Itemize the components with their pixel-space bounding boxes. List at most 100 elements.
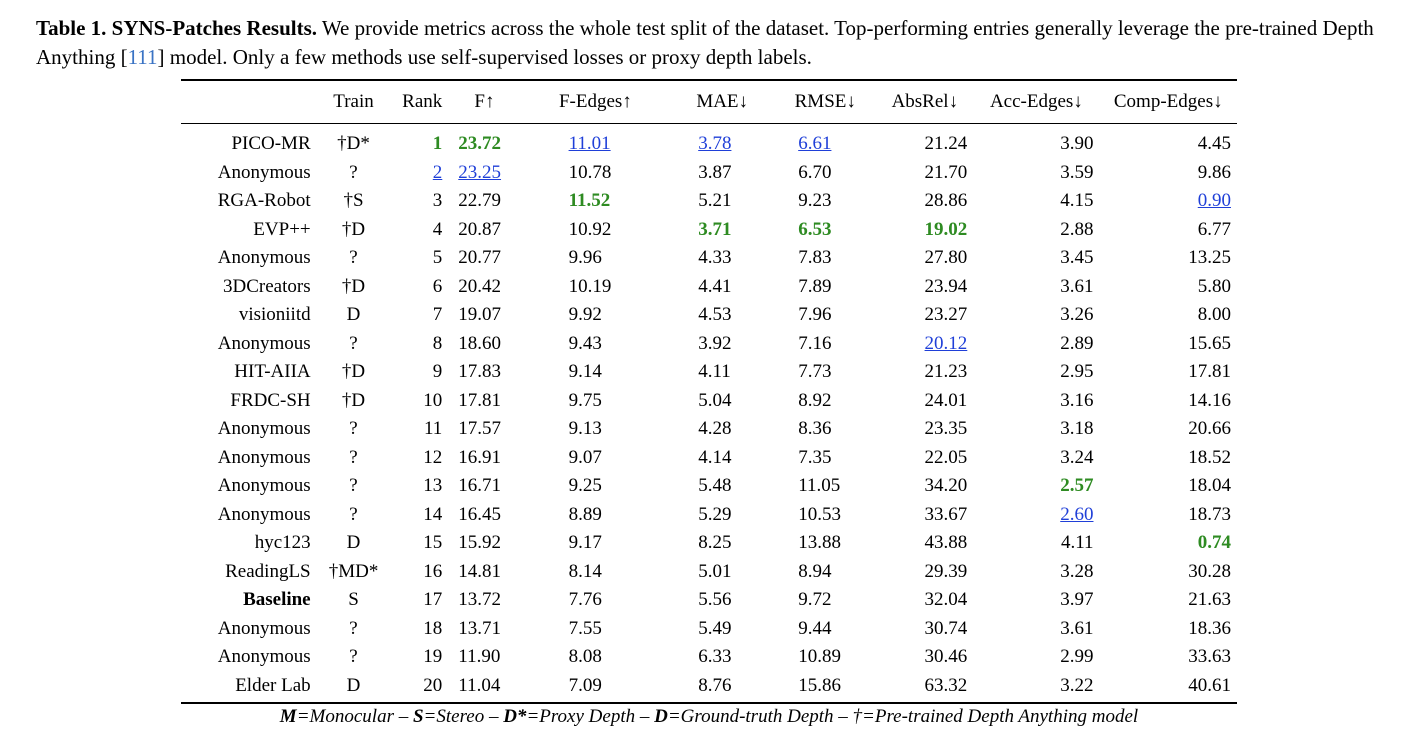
cell-f: 20.87 — [448, 216, 520, 245]
cell-team-value: hyc123 — [254, 532, 311, 554]
cell-acc-edges: 2.99 — [973, 643, 1099, 672]
cell-mae-value: 5.01 — [698, 560, 732, 582]
cell-mae: 4.28 — [670, 415, 774, 444]
cell-f: 13.71 — [448, 615, 520, 644]
cell-mae-value: 5.04 — [698, 389, 732, 411]
cell-absrel-value: 43.88 — [924, 532, 968, 554]
cell-acc-edges: 3.22 — [973, 672, 1099, 704]
cell-f-edges: 7.09 — [521, 672, 671, 704]
table-row: Anonymous? 5 20.77 9.96 4.33 7.83 27.80 3.45 13.… — [181, 244, 1237, 273]
cell-absrel-value: 23.35 — [924, 418, 968, 440]
cell-train: †MD* — [319, 558, 389, 587]
cell-rmse: 11.05 — [774, 472, 876, 501]
cell-f-value: 16.71 — [458, 475, 502, 497]
cell-f: 11.90 — [448, 643, 520, 672]
cell-comp-edges-value: 14.16 — [1188, 389, 1231, 411]
cell-rank: 13 — [388, 472, 448, 501]
legend-separator: – — [635, 706, 655, 727]
cell-rank: 9 — [388, 358, 448, 387]
cell-rmse: 8.92 — [774, 387, 876, 416]
cell-acc-edges: 3.24 — [973, 444, 1099, 473]
cell-acc-edges: 3.26 — [973, 301, 1099, 330]
cell-train-value: †D — [341, 275, 366, 297]
cell-team-value: Anonymous — [217, 418, 311, 440]
cell-train: †D — [319, 358, 389, 387]
cell-f-edges: 11.01 — [521, 124, 671, 159]
cell-acc-edges-value: 3.61 — [1060, 617, 1094, 639]
cell-f-value: 16.91 — [458, 446, 502, 468]
cell-rmse-value: 6.53 — [798, 218, 832, 240]
cell-rank-value: 15 — [423, 532, 443, 554]
cell-absrel-value: 21.24 — [924, 133, 968, 155]
cell-comp-edges: 20.66 — [1099, 415, 1237, 444]
cell-f-edges: 7.55 — [521, 615, 671, 644]
legend-key: S — [412, 706, 424, 727]
table-row: Anonymous? 14 16.45 8.89 5.29 10.53 33.67 2.60 1… — [181, 501, 1237, 530]
cell-rmse-value: 6.61 — [798, 133, 832, 155]
cell-mae-value: 6.33 — [698, 646, 732, 668]
cell-absrel: 23.94 — [876, 273, 973, 302]
cell-mae-value: 5.48 — [698, 475, 732, 497]
cell-comp-edges: 9.86 — [1099, 159, 1237, 188]
cell-comp-edges-value: 0.90 — [1197, 190, 1231, 212]
cell-mae: 5.48 — [670, 472, 774, 501]
cell-comp-edges: 15.65 — [1099, 330, 1237, 359]
cell-comp-edges-value: 13.25 — [1188, 247, 1231, 269]
cell-f-value: 20.87 — [458, 218, 502, 240]
citation-link[interactable]: 111 — [127, 45, 158, 69]
cell-team-value: Elder Lab — [235, 674, 311, 696]
cell-absrel-value: 30.46 — [924, 646, 968, 668]
cell-comp-edges: 18.73 — [1099, 501, 1237, 530]
cell-rmse-value: 6.70 — [798, 161, 832, 183]
table-row: PICO-MR †D* 1 23.72 11.01 3.78 6.61 21.24 3.90 4.… — [181, 124, 1237, 159]
cell-comp-edges-value: 15.65 — [1188, 332, 1231, 354]
table-row: Elder Lab D 20 11.04 7.09 8.76 15.86 63.32 3.22 4… — [181, 672, 1237, 704]
cell-f: 22.79 — [448, 187, 520, 216]
cell-train-value: †MD* — [328, 560, 379, 582]
cell-rank: 8 — [388, 330, 448, 359]
cell-rank-value: 8 — [432, 332, 443, 354]
cell-rmse-value: 8.92 — [798, 389, 832, 411]
cell-acc-edges-value: 4.11 — [1060, 532, 1094, 554]
cell-rmse-value: 7.35 — [798, 446, 832, 468]
cell-comp-edges-value: 18.36 — [1188, 617, 1231, 639]
cell-rank: 7 — [388, 301, 448, 330]
cell-mae-value: 5.56 — [698, 589, 732, 611]
cell-f-edges: 9.75 — [521, 387, 671, 416]
cell-rmse: 7.89 — [774, 273, 876, 302]
cell-f: 23.25 — [448, 159, 520, 188]
cell-rank-value: 20 — [423, 674, 443, 696]
legend-separator: – — [393, 706, 413, 727]
cell-train: †D — [319, 273, 389, 302]
cell-absrel: 30.46 — [876, 643, 973, 672]
legend-separator: – — [833, 706, 853, 727]
cell-train: †D — [319, 387, 389, 416]
cell-f-value: 22.79 — [458, 190, 502, 212]
cell-acc-edges-value: 3.61 — [1060, 275, 1094, 297]
table-row: RGA-Robot †S 3 22.79 11.52 5.21 9.23 28.86 4.15 0… — [181, 187, 1237, 216]
table-caption: Table 1. SYNS-Patches Results. We provid… — [36, 14, 1396, 72]
cell-f-edges-value: 10.92 — [568, 218, 612, 240]
cell-absrel-value: 19.02 — [924, 218, 968, 240]
cell-acc-edges: 4.15 — [973, 187, 1099, 216]
cell-f: 19.07 — [448, 301, 520, 330]
cell-comp-edges-value: 20.66 — [1188, 418, 1231, 440]
cell-comp-edges-value: 8.00 — [1197, 304, 1231, 326]
results-table: Train Rank F↑ F-Edges↑ MAE↓ RMSE↓ AbsRel… — [181, 79, 1237, 704]
table-legend: M=Monocular – S=Stereo – D*=Proxy Depth … — [181, 706, 1237, 728]
cell-rmse-value: 7.83 — [798, 247, 832, 269]
cell-acc-edges: 3.16 — [973, 387, 1099, 416]
cell-rank: 16 — [388, 558, 448, 587]
cell-acc-edges-value: 3.45 — [1060, 247, 1094, 269]
cell-rmse: 6.70 — [774, 159, 876, 188]
cell-f-edges: 10.78 — [521, 159, 671, 188]
cell-rank-value: 19 — [423, 646, 443, 668]
cell-train: ? — [319, 501, 389, 530]
cell-mae-value: 4.41 — [698, 275, 732, 297]
cell-acc-edges: 2.60 — [973, 501, 1099, 530]
cell-acc-edges: 3.18 — [973, 415, 1099, 444]
cell-f-edges: 8.08 — [521, 643, 671, 672]
cell-train: ? — [319, 415, 389, 444]
cell-rank-value: 12 — [423, 446, 443, 468]
cell-comp-edges-value: 18.73 — [1188, 503, 1231, 525]
